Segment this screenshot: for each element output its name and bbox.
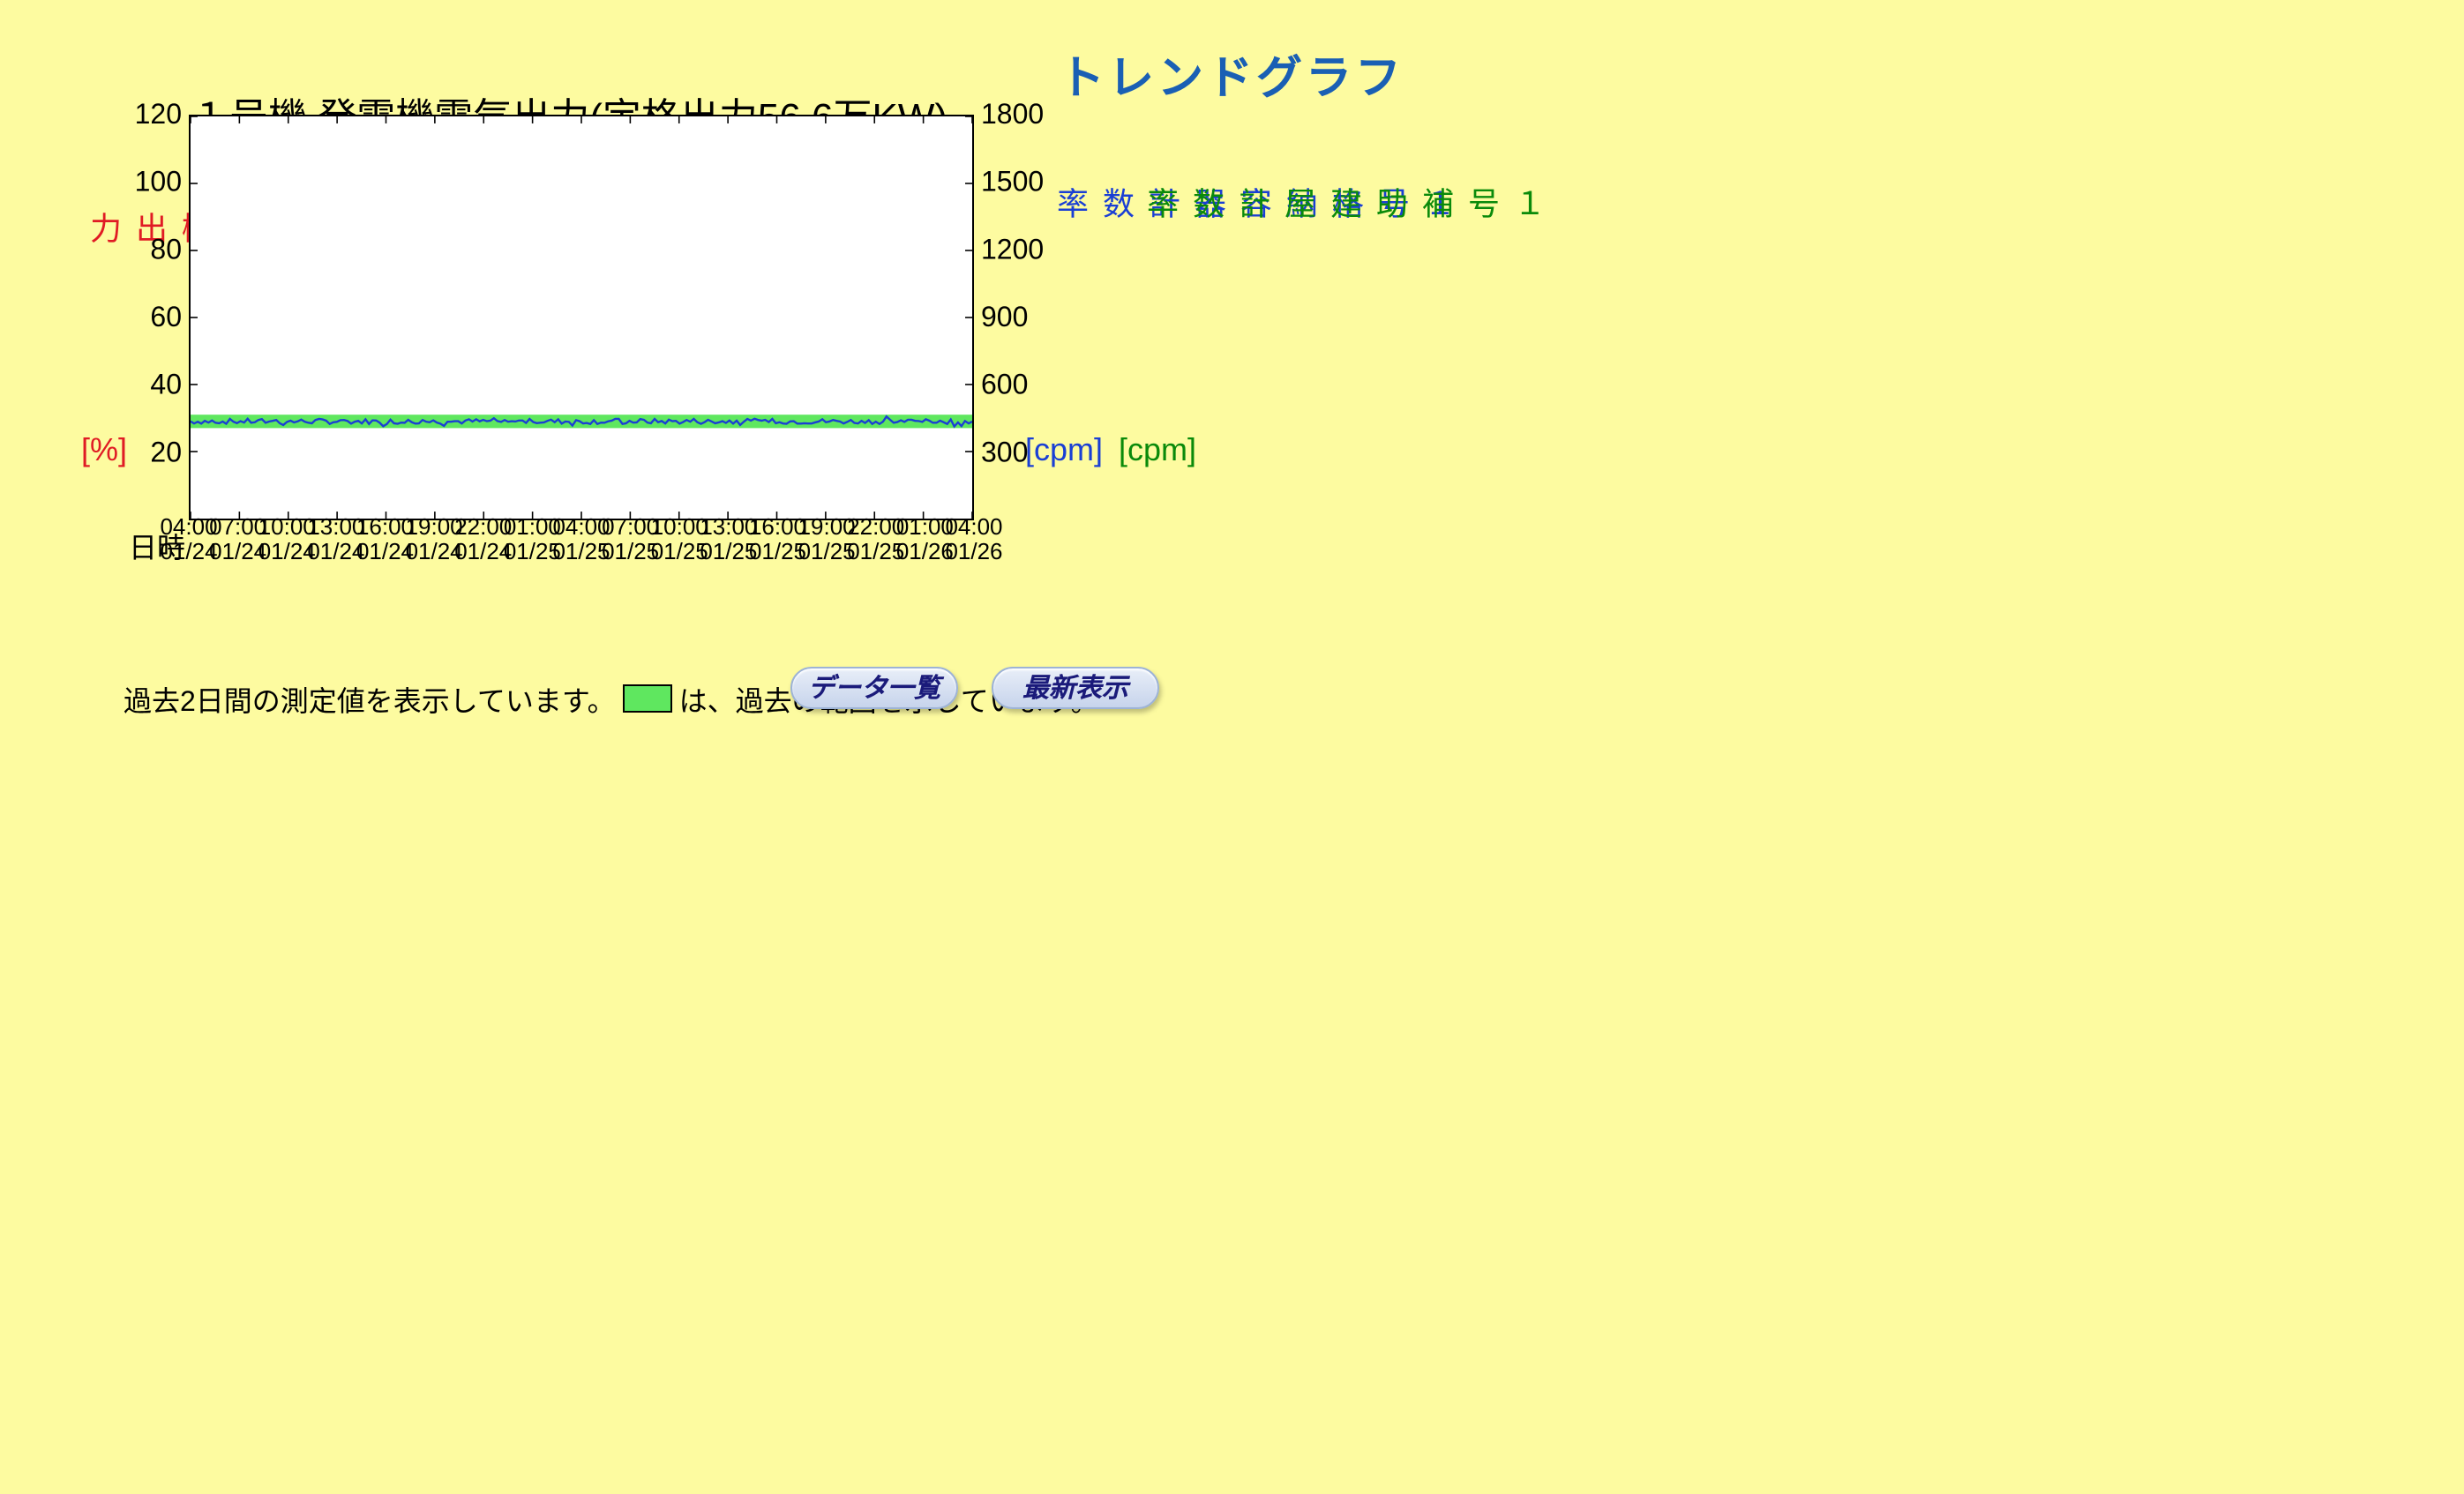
footer-note-before: 過去2日間の測定値を表示しています。 <box>124 677 616 720</box>
svg-text:01/26: 01/26 <box>945 538 1002 564</box>
svg-text:900: 900 <box>981 301 1028 332</box>
trend-chart <box>189 115 974 520</box>
data-list-button[interactable]: データ一覧 <box>790 667 958 709</box>
svg-text:40: 40 <box>150 369 182 400</box>
right-axis-label-2: １号補助建屋計数率 <box>1138 187 1551 220</box>
right-axis-ticks: 300600900120015001800 <box>974 115 1045 527</box>
svg-text:20: 20 <box>150 436 182 467</box>
svg-text:1800: 1800 <box>981 98 1044 130</box>
svg-text:60: 60 <box>150 301 182 332</box>
svg-text:04:00: 04:00 <box>945 513 1002 540</box>
svg-text:300: 300 <box>981 436 1028 467</box>
svg-text:80: 80 <box>150 233 182 265</box>
left-axis-ticks: 20406080100120 <box>124 115 189 527</box>
svg-text:120: 120 <box>135 98 182 130</box>
refresh-button[interactable]: 最新表示 <box>992 667 1159 709</box>
svg-text:1200: 1200 <box>981 233 1044 265</box>
svg-text:100: 100 <box>135 166 182 198</box>
svg-text:1500: 1500 <box>981 166 1044 198</box>
legend-swatch <box>623 684 672 713</box>
right-axis-unit-2: [cpm] <box>1119 432 1196 469</box>
svg-text:600: 600 <box>981 369 1028 400</box>
x-axis-ticks: 04:0001/2407:0001/2410:0001/2413:0001/24… <box>189 517 974 570</box>
left-axis-unit: [%] <box>81 432 127 469</box>
